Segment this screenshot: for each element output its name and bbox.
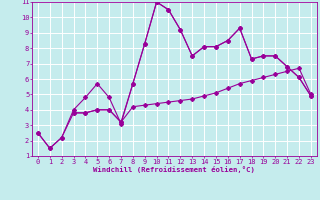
X-axis label: Windchill (Refroidissement éolien,°C): Windchill (Refroidissement éolien,°C)	[93, 166, 255, 173]
